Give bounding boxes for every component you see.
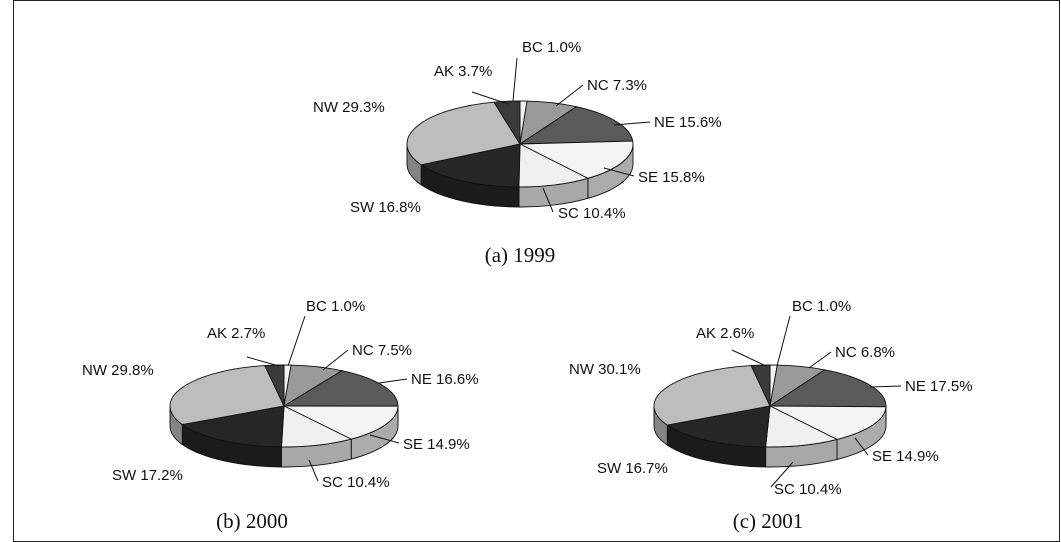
slice-label-nc: NC 6.8% bbox=[835, 344, 895, 361]
slice-label-se: SE 15.8% bbox=[638, 169, 705, 186]
leader-line-nc bbox=[808, 351, 832, 369]
slice-label-sw: SW 16.8% bbox=[350, 199, 421, 216]
slice-label-sc: SC 10.4% bbox=[322, 474, 390, 491]
slice-label-nc: NC 7.5% bbox=[352, 342, 412, 359]
slice-label-ak: AK 3.7% bbox=[434, 63, 492, 80]
slice-label-sc: SC 10.4% bbox=[558, 205, 626, 222]
leader-line-sc bbox=[770, 461, 794, 488]
leader-line-se bbox=[603, 167, 635, 177]
slice-label-sw: SW 16.7% bbox=[597, 460, 668, 477]
leader-line-sc bbox=[542, 187, 554, 213]
pie-slice-se bbox=[519, 140, 634, 179]
leader-line-bc bbox=[512, 57, 518, 102]
leader-line-ne bbox=[378, 378, 408, 384]
slice-label-ne: NE 17.5% bbox=[905, 378, 973, 395]
leader-line-se bbox=[854, 437, 869, 456]
pie-slice-nw bbox=[169, 365, 285, 426]
pie-chart-1: BC 1.0% NC 7.3% NE 15.6% SE 15.8% SC 10.4% SW… bbox=[313, 39, 722, 267]
pie-slice-ne bbox=[768, 369, 887, 408]
slice-label-ak: AK 2.6% bbox=[696, 325, 754, 342]
pie-slice-se bbox=[283, 405, 399, 440]
slice-label-nw: NW 30.1% bbox=[569, 361, 641, 378]
pie-slice-ak bbox=[493, 100, 521, 146]
slice-label-ne: NE 15.6% bbox=[654, 114, 722, 131]
slice-label-ne: NE 16.6% bbox=[411, 371, 479, 388]
leader-line-se bbox=[369, 434, 400, 444]
slice-label-bc: BC 1.0% bbox=[522, 39, 581, 56]
pie-chart-2: BC 1.0% NC 7.5% NE 16.6% SE 14.9% SC 10.4% SW… bbox=[82, 298, 479, 533]
slice-label-sc: SC 10.4% bbox=[774, 481, 842, 498]
pie-slice-sc bbox=[518, 143, 590, 188]
pie-slice-sw bbox=[419, 143, 521, 188]
slice-label-nc: NC 7.3% bbox=[587, 77, 647, 94]
leader-line-sc bbox=[308, 459, 319, 482]
pie-slice-nw bbox=[406, 101, 521, 166]
leader-line-ak bbox=[731, 349, 767, 367]
leader-line-ne bbox=[869, 385, 902, 388]
figure-frame bbox=[13, 0, 1060, 542]
chart-caption: (c) 2001 bbox=[733, 509, 804, 533]
pie-slice-sw bbox=[666, 405, 771, 448]
leader-line-nc bbox=[322, 349, 349, 371]
pie-slice-nw bbox=[653, 365, 771, 426]
leader-line-bc bbox=[287, 315, 306, 367]
slice-label-nw: NW 29.8% bbox=[82, 362, 154, 379]
leader-line-nc bbox=[555, 84, 584, 107]
slice-label-ak: AK 2.7% bbox=[207, 325, 265, 342]
pie-chart-3: BC 1.0% NC 6.8% NE 17.5% SE 14.9% SC 10.4% SW… bbox=[569, 298, 973, 533]
slice-label-se: SE 14.9% bbox=[403, 436, 470, 453]
chart-caption: (b) 2000 bbox=[216, 509, 288, 533]
chart-caption: (a) 1999 bbox=[485, 243, 556, 267]
pie-slice-sc bbox=[765, 405, 839, 448]
pie-slice-sc bbox=[281, 405, 353, 448]
pie-slice-ak bbox=[750, 364, 771, 407]
pie-slice-sw bbox=[181, 405, 285, 448]
slice-label-bc: BC 1.0% bbox=[306, 298, 365, 315]
slice-label-nw: NW 29.3% bbox=[313, 99, 385, 116]
pie-slice-ne bbox=[518, 106, 634, 145]
pie-slice-se bbox=[769, 405, 887, 440]
slice-label-bc: BC 1.0% bbox=[792, 298, 851, 315]
slice-label-sw: SW 17.2% bbox=[112, 467, 183, 484]
pie-slice-ne bbox=[282, 370, 399, 407]
leader-line-ak bbox=[246, 356, 280, 367]
leader-line-ne bbox=[613, 121, 651, 126]
leader-line-ak bbox=[471, 91, 509, 105]
leader-line-bc bbox=[776, 315, 791, 367]
slice-label-se: SE 14.9% bbox=[872, 448, 939, 465]
